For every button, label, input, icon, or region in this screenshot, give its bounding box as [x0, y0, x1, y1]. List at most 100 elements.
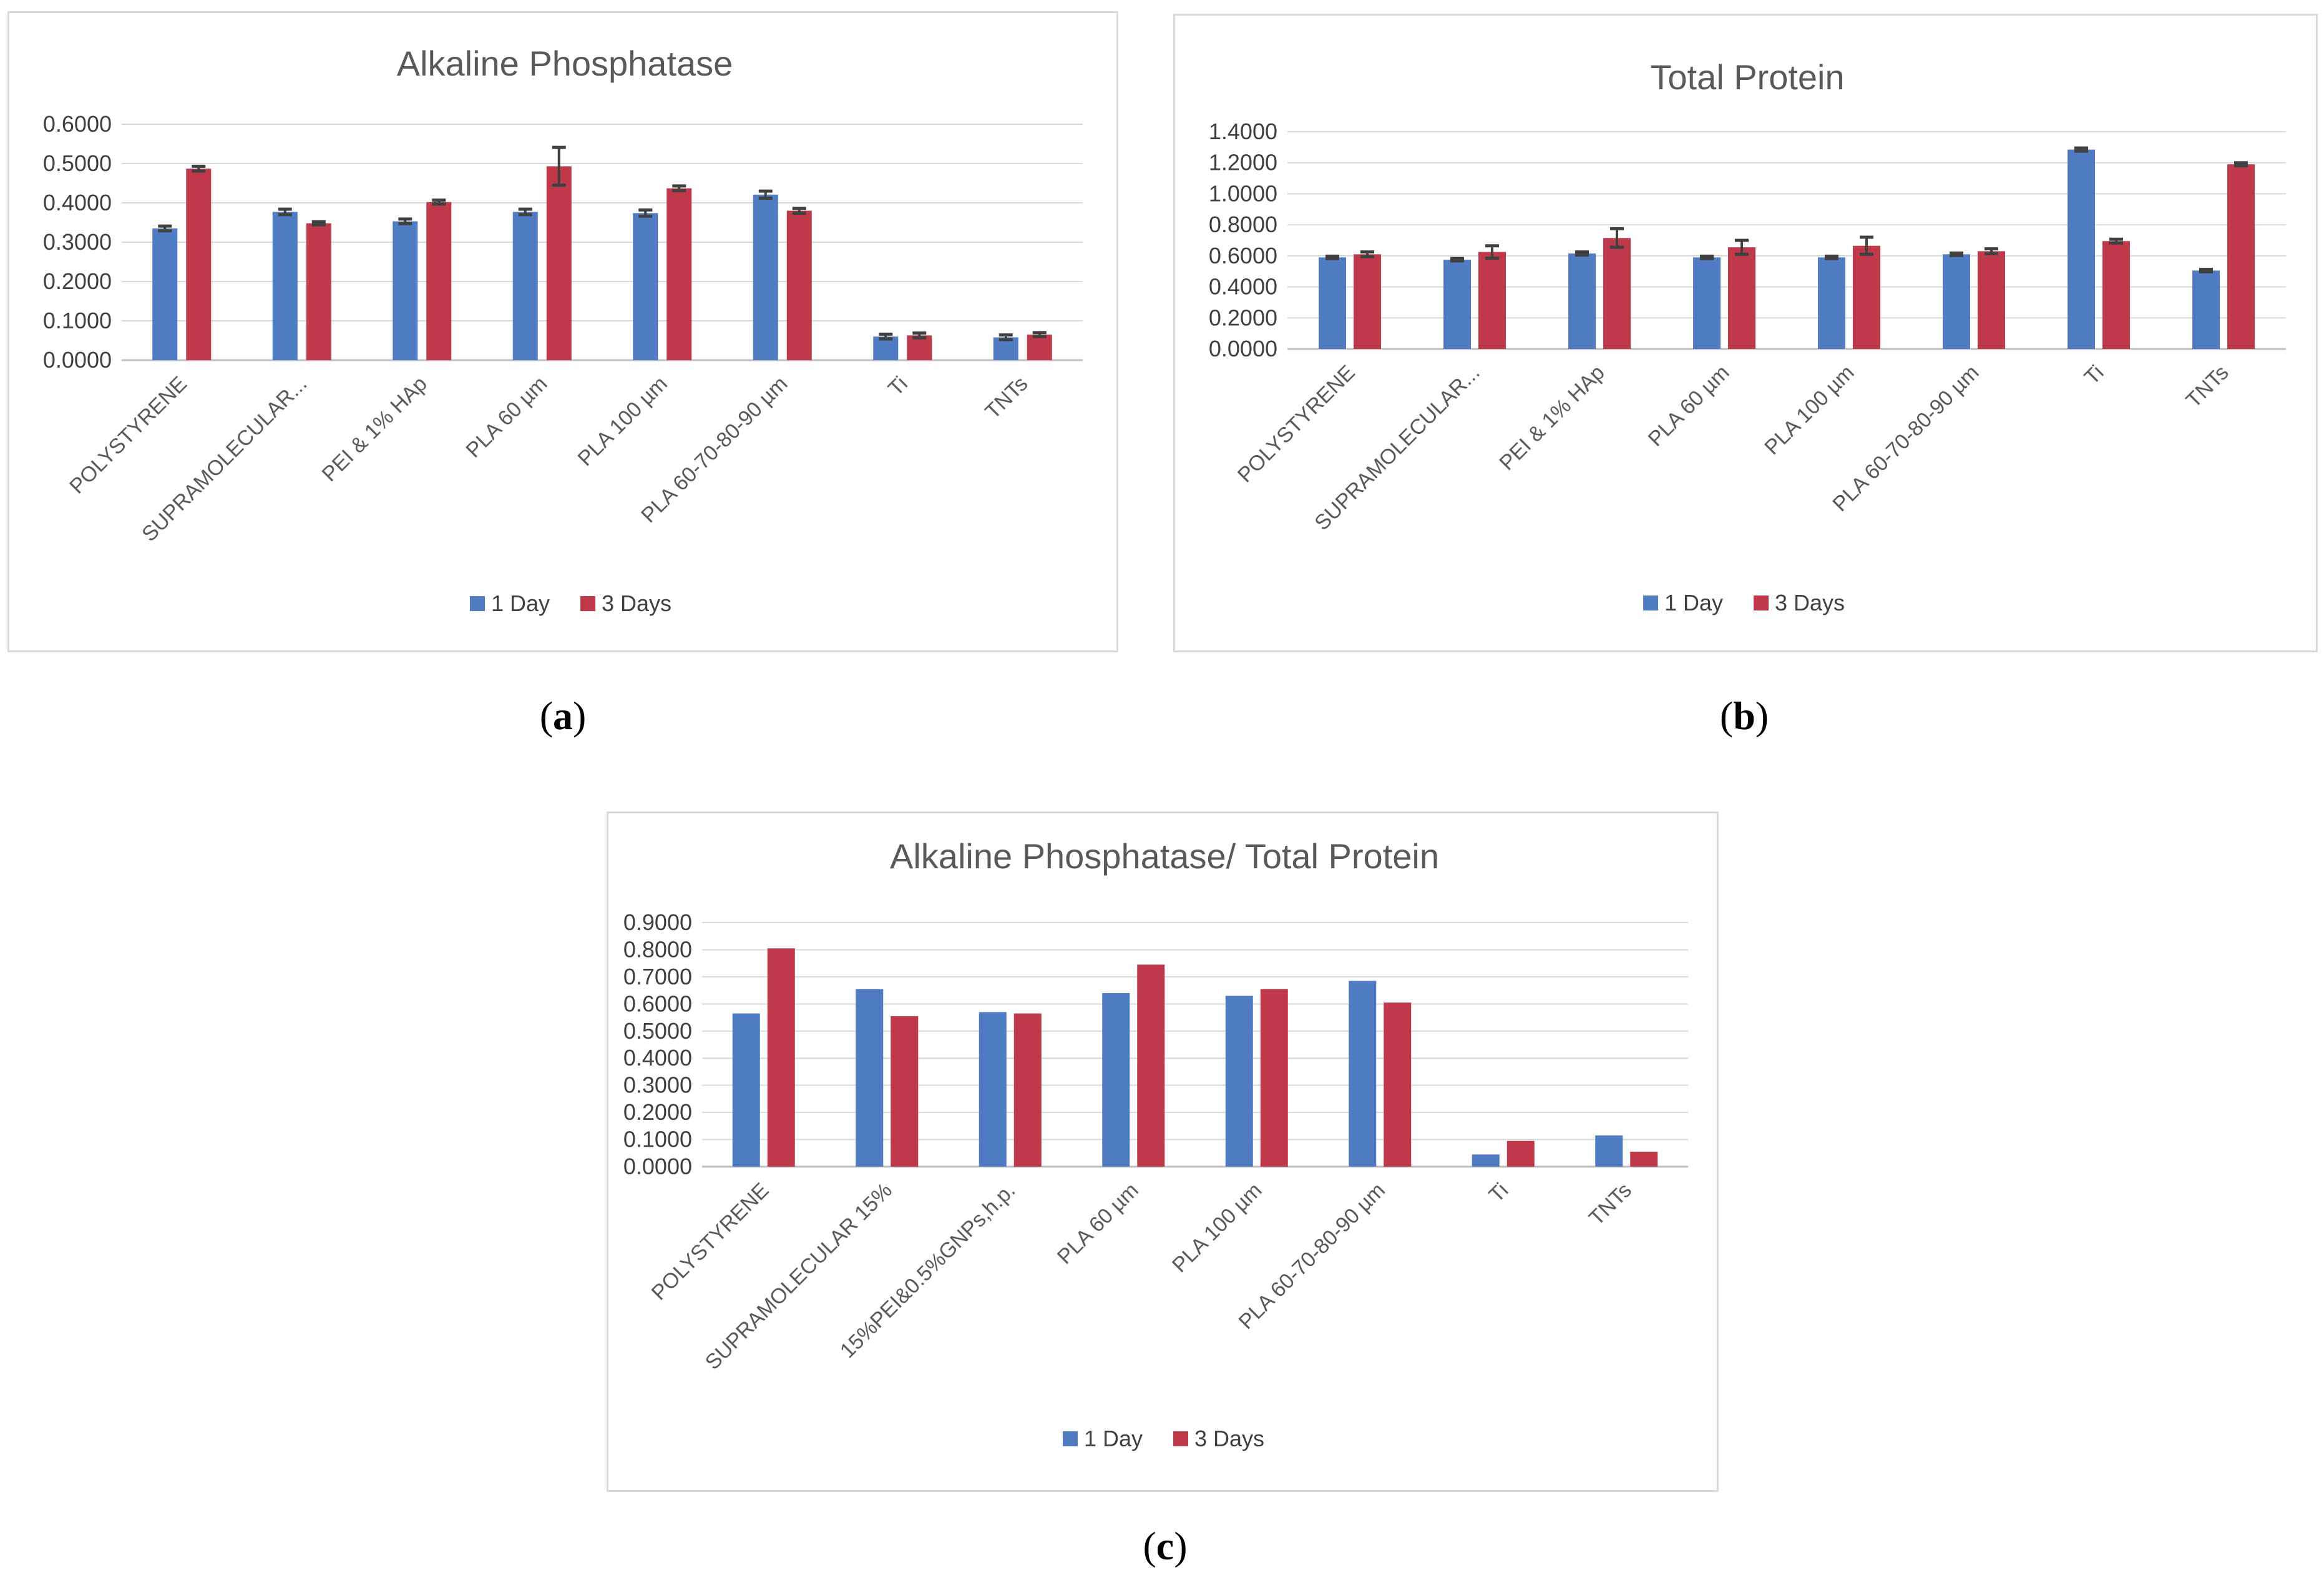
y-tick-label: 0.6000: [1209, 243, 1277, 268]
legend-label: 1 Day: [1084, 1426, 1143, 1451]
category-label: TNTs: [980, 372, 1032, 424]
bar-day1: [873, 336, 899, 360]
bar-day3: [1027, 335, 1052, 360]
legend-swatch: [580, 596, 595, 611]
y-tick-label: 0.1000: [623, 1127, 692, 1152]
y-tick-label: 1.4000: [1209, 119, 1277, 144]
bar-day3: [1506, 1140, 1535, 1167]
category-label: PEI & 1% HAp: [1495, 361, 1609, 475]
bar-day3: [2102, 241, 2130, 349]
category-label: PEI & 1% HAp: [318, 372, 432, 486]
bar-day1: [512, 212, 538, 360]
chart-title: Alkaline Phosphatase/ Total Protein: [890, 836, 1439, 876]
y-tick-label: 0.1000: [43, 308, 112, 333]
chart-panel-b: Total Protein 0.0000 0.2000 0.4000 0.6000 0.8…: [1173, 14, 2318, 652]
bar-day1: [1102, 992, 1130, 1167]
y-tick-label: 0.6000: [623, 991, 692, 1016]
bar-day1: [1472, 1154, 1500, 1167]
legend-label: 3 Days: [602, 591, 671, 616]
y-tick-label: 0.5000: [623, 1018, 692, 1044]
category-label: Ti: [884, 372, 912, 401]
legend-label: 3 Days: [1775, 590, 1845, 615]
y-tick-label: 0.4000: [1209, 274, 1277, 300]
y-tick-label: 1.0000: [1209, 180, 1277, 206]
bar-day1: [732, 1013, 760, 1167]
bar-day3: [1603, 238, 1631, 349]
category-label: POLYSTYRENE: [1233, 361, 1360, 488]
bar-day3: [1978, 251, 2005, 349]
chart-panel-c: Alkaline Phosphatase/ Total Protein 0.000…: [607, 811, 1719, 1492]
category-label: TNTs: [2182, 361, 2234, 413]
bar-day1: [1568, 253, 1596, 349]
chart-svg-c: Alkaline Phosphatase/ Total Protein 0.000…: [623, 836, 1688, 1451]
legend-label: 1 Day: [1664, 590, 1723, 615]
bar-day1: [2068, 149, 2095, 350]
category-label: PLA 100 µm: [1168, 1179, 1266, 1277]
chart-title: Alkaline Phosphatase: [397, 44, 733, 83]
legend-label: 1 Day: [491, 591, 550, 616]
bar-day1: [979, 1012, 1007, 1167]
legend-swatch: [1063, 1431, 1078, 1446]
bar-day3: [1478, 252, 1506, 349]
bar-day3: [666, 188, 692, 360]
bar-day1: [1349, 981, 1377, 1167]
bar-day1: [856, 989, 884, 1167]
bar-day3: [1260, 989, 1288, 1167]
legend-swatch: [470, 596, 485, 611]
category-label: PLA 60 µm: [461, 372, 552, 463]
chart-svg-b: Total Protein 0.0000 0.2000 0.4000 0.6000 0.8…: [1209, 57, 2286, 615]
bar-day3: [767, 948, 795, 1167]
bar-day3: [306, 223, 331, 360]
bar-day1: [753, 194, 778, 360]
bar-day3: [1728, 247, 1755, 349]
bar-day1: [2192, 270, 2220, 349]
legend-swatch: [1643, 595, 1658, 610]
bar-day3: [786, 210, 812, 360]
y-tick-label: 0.0000: [1209, 336, 1277, 361]
chart-panel-a: Alkaline Phosphatase 0.0000 0.1000 0.2000 0.…: [7, 11, 1118, 652]
chart-svg-a: Alkaline Phosphatase 0.0000 0.1000 0.2000 0.…: [43, 44, 1083, 616]
bar-day3: [891, 1016, 919, 1167]
bar-day1: [1818, 257, 1845, 349]
bar-day3: [426, 202, 452, 360]
legend-label: 3 Days: [1194, 1426, 1264, 1451]
y-tick-label: 0.6000: [43, 111, 112, 137]
caption-b: (b): [1719, 693, 1769, 738]
bar-day1: [152, 228, 178, 360]
y-tick-label: 0.5000: [43, 150, 112, 176]
bar-day1: [1319, 257, 1346, 349]
y-tick-label: 0.7000: [623, 964, 692, 989]
y-tick-label: 0.4000: [43, 190, 112, 215]
y-tick-label: 0.8000: [623, 936, 692, 962]
category-label: PLA 100 µm: [1760, 361, 1858, 459]
bar-day1: [1595, 1135, 1623, 1167]
legend-swatch: [1173, 1431, 1188, 1446]
category-label: TNTs: [1584, 1179, 1636, 1230]
bar-day3: [1384, 1002, 1412, 1167]
bar-day3: [1137, 964, 1165, 1167]
bar-day3: [1630, 1152, 1658, 1167]
bar-day3: [546, 166, 572, 360]
caption-a: (a): [539, 693, 587, 738]
bar-day3: [907, 335, 932, 360]
y-tick-label: 0.3000: [43, 229, 112, 255]
legend-swatch: [1754, 595, 1769, 610]
bar-day1: [1693, 257, 1721, 349]
bar-day3: [2227, 164, 2255, 349]
bar-day1: [393, 221, 418, 360]
y-tick-label: 0.9000: [623, 909, 692, 935]
category-label: PLA 60 µm: [1644, 361, 1734, 451]
bar-day3: [1013, 1013, 1042, 1167]
bar-day3: [1354, 254, 1381, 349]
y-tick-label: 0.2000: [1209, 305, 1277, 330]
category-label: Ti: [2080, 361, 2109, 390]
y-tick-label: 0.4000: [623, 1045, 692, 1071]
bar-day1: [633, 213, 658, 360]
y-tick-label: 0.0000: [43, 347, 112, 373]
bar-day1: [1443, 260, 1471, 349]
category-label: PLA 100 µm: [574, 372, 672, 471]
y-tick-label: 0.8000: [1209, 212, 1277, 237]
bar-day1: [272, 212, 298, 360]
y-tick-label: 0.3000: [623, 1072, 692, 1098]
bar-day3: [1853, 245, 1880, 349]
